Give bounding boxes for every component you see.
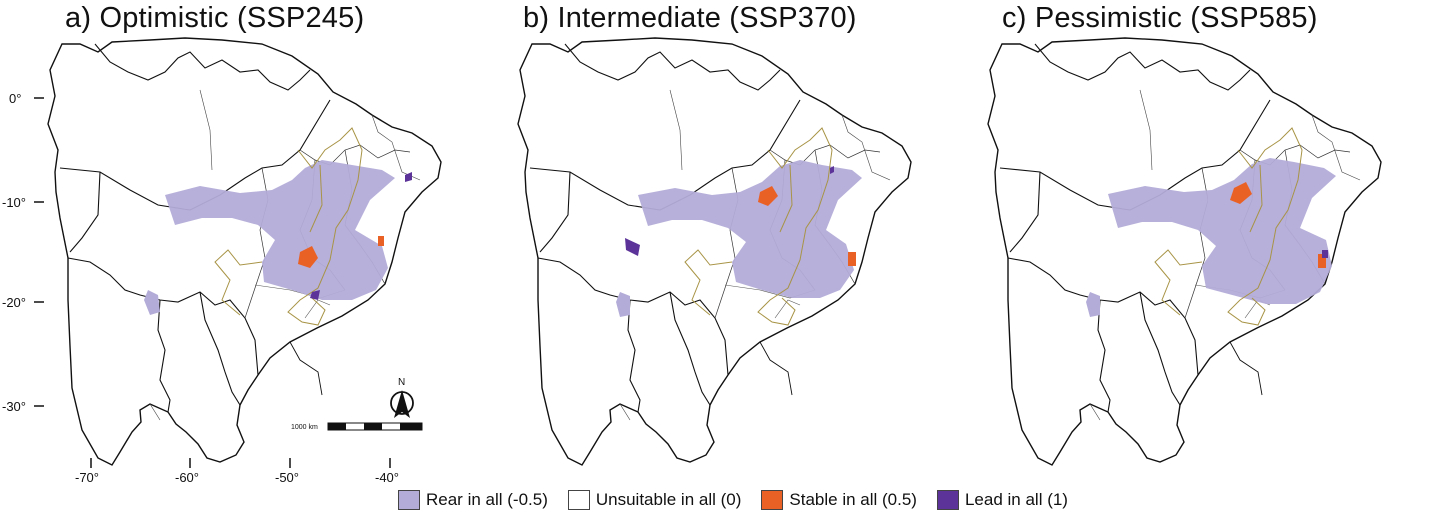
north-arrow-label: N bbox=[398, 377, 406, 388]
panel-title-intermediate: b) Intermediate (SSP370) bbox=[523, 2, 857, 34]
legend-label: Stable in all (0.5) bbox=[789, 490, 917, 509]
rear-region bbox=[1108, 158, 1336, 304]
lon-tick-label: -60° bbox=[175, 470, 199, 485]
panel-title-optimistic: a) Optimistic (SSP245) bbox=[65, 2, 365, 34]
legend-label: Lead in all (1) bbox=[964, 490, 1068, 509]
panel-title-pessimistic: c) Pessimistic (SSP585) bbox=[1002, 2, 1318, 34]
lead-region-small bbox=[830, 166, 834, 174]
lead-region bbox=[1322, 250, 1328, 258]
river-overlay bbox=[214, 127, 363, 326]
legend-item-rear: Rear in all (-0.5) bbox=[398, 490, 548, 510]
legend-label: Rear in all (-0.5) bbox=[426, 490, 548, 509]
lon-tick-label: -70° bbox=[75, 470, 99, 485]
stable-region bbox=[758, 186, 778, 206]
river-overlay bbox=[684, 127, 833, 326]
stable-region bbox=[1230, 182, 1252, 204]
legend-swatch-unsuitable bbox=[567, 490, 590, 510]
lat-tick-label: -10° bbox=[2, 195, 26, 210]
rear-region-small bbox=[616, 292, 630, 317]
legend: Rear in all (-0.5) Unsuitable in all (0)… bbox=[398, 490, 1088, 510]
map-panel-optimistic bbox=[47, 37, 442, 466]
stable-region bbox=[298, 246, 318, 268]
lat-tick-label: -30° bbox=[2, 399, 26, 414]
lat-tick-label: -20° bbox=[2, 295, 26, 310]
river-overlay bbox=[1154, 127, 1303, 326]
scale-bar-label: 1000 km bbox=[291, 424, 318, 431]
lead-region-small bbox=[405, 172, 412, 182]
legend-swatch-stable bbox=[761, 490, 784, 510]
stable-region-small bbox=[848, 252, 856, 266]
legend-swatch-rear bbox=[398, 490, 420, 510]
lat-tick-label: 0° bbox=[9, 91, 22, 106]
rear-region bbox=[638, 160, 862, 298]
rear-region-small bbox=[144, 290, 160, 315]
legend-item-lead: Lead in all (1) bbox=[936, 490, 1068, 510]
map-panel-pessimistic bbox=[987, 37, 1382, 466]
scale-bar bbox=[327, 422, 423, 431]
axis-ticks bbox=[34, 97, 391, 468]
rear-region-small bbox=[1086, 292, 1100, 317]
lon-tick-label: -50° bbox=[275, 470, 299, 485]
lead-region bbox=[310, 290, 320, 300]
legend-item-stable: Stable in all (0.5) bbox=[761, 490, 917, 510]
rear-region bbox=[165, 160, 395, 300]
legend-swatch-lead bbox=[936, 490, 959, 510]
lead-region bbox=[625, 238, 640, 256]
legend-label: Unsuitable in all (0) bbox=[595, 490, 742, 509]
stable-region-small bbox=[378, 236, 384, 246]
map-panel-intermediate bbox=[517, 37, 912, 466]
lon-tick-label: -40° bbox=[375, 470, 399, 485]
legend-item-unsuitable: Unsuitable in all (0) bbox=[567, 490, 742, 510]
north-arrow-icon bbox=[390, 390, 414, 418]
